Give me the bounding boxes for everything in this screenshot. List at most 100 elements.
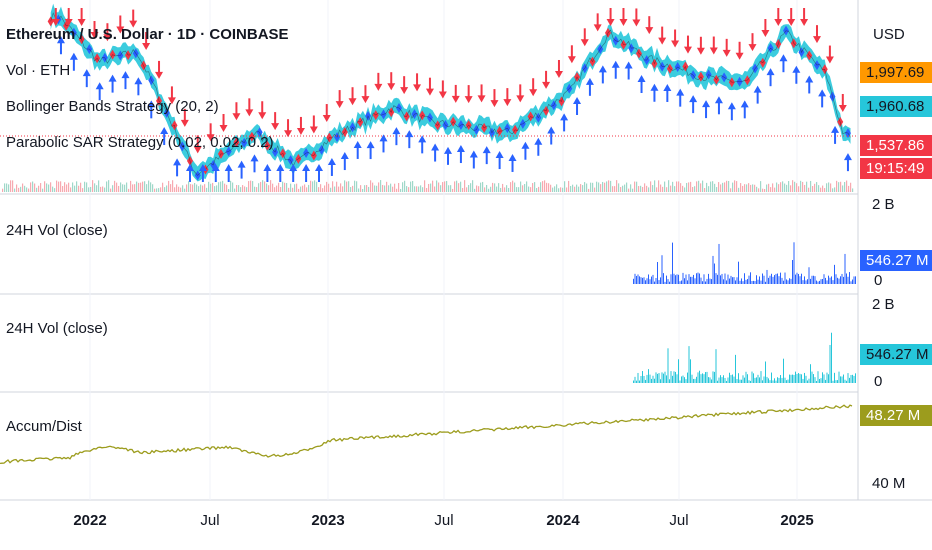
sell-arrow-head	[529, 89, 538, 97]
volume-bar	[464, 180, 466, 192]
vol-bar-cyan	[694, 378, 696, 383]
volume-bar	[644, 183, 646, 192]
volume-bar	[112, 185, 114, 192]
volume-bar	[124, 184, 126, 192]
volume-bar	[228, 188, 230, 192]
vol-bar-cyan	[757, 374, 759, 383]
vol-pane-2-last: 546.27 M	[860, 344, 932, 365]
vol-pane-1-last: 546.27 M	[860, 250, 932, 271]
volume-bar	[416, 186, 418, 192]
sell-arrow-head	[271, 123, 280, 131]
volume-bar	[744, 184, 746, 192]
vol-bar-cyan	[820, 378, 822, 383]
volume-bar	[244, 186, 246, 192]
vol-bar-cyan	[759, 377, 760, 383]
volume-bar	[466, 187, 468, 192]
volume-bar	[508, 187, 510, 192]
volume-bar	[94, 183, 96, 192]
indicator-bollinger[interactable]: Bollinger Bands Strategy (20, 2)	[6, 98, 219, 115]
sell-arrow-head	[658, 37, 667, 45]
vol-bar-cyan	[691, 374, 693, 383]
vol-bar-blue	[705, 281, 706, 284]
vol-bar-cyan	[847, 373, 849, 383]
vol-bar-blue	[657, 262, 658, 284]
volume-bar	[160, 187, 162, 192]
buy-arrow-head	[547, 126, 556, 134]
vol-bar-blue	[670, 274, 672, 284]
vol-bar-cyan	[678, 359, 679, 383]
vol-bar-cyan	[636, 380, 637, 383]
volume-bar	[336, 181, 338, 192]
vol-pane-2-title[interactable]: 24H Vol (close)	[6, 320, 108, 337]
vol-bar-blue	[804, 276, 805, 284]
volume-bar	[360, 185, 362, 192]
vol-bar-cyan	[778, 377, 780, 383]
volume-bar	[262, 180, 264, 192]
volume-bar	[408, 187, 410, 192]
time-label-2023: 2023	[311, 512, 345, 529]
vol-bar-blue	[763, 275, 765, 284]
volume-bar	[138, 182, 140, 192]
sell-arrow-head	[671, 40, 680, 48]
vol-bar-blue	[759, 276, 760, 284]
indicator-vol[interactable]: Vol · ETH	[6, 62, 71, 79]
vol-bar-cyan	[753, 373, 754, 383]
vol-bar-blue	[832, 280, 834, 284]
volume-bar	[782, 181, 784, 192]
vol-bar-blue	[703, 274, 705, 284]
vol-bar-blue	[687, 280, 688, 284]
ad-pane-title[interactable]: Accum/Dist	[6, 418, 82, 435]
vol-bar-cyan	[831, 332, 832, 383]
vol-bar-cyan	[681, 376, 682, 383]
volume-bar	[724, 182, 726, 192]
vol-bar-blue	[855, 276, 856, 284]
chart-title[interactable]: Ethereum / U.S. Dollar · 1D · COINBASE	[6, 26, 289, 43]
volume-bar	[708, 186, 710, 192]
vol-bar-cyan	[679, 380, 681, 383]
buy-arrow-head	[327, 157, 336, 165]
vol-bar-cyan	[741, 379, 742, 383]
vol-bar-blue	[666, 275, 667, 284]
volume-bar	[186, 184, 188, 192]
volume-bar	[122, 184, 124, 192]
volume-bar	[838, 182, 840, 192]
volume-bar	[382, 184, 384, 192]
volume-bar	[786, 184, 788, 192]
volume-bar	[172, 180, 174, 192]
vol-bar-blue	[850, 281, 852, 284]
volume-bar	[810, 180, 812, 192]
volume-bar	[372, 182, 374, 192]
indicator-psar[interactable]: Parabolic SAR Strategy (0.02, 0.02, 0.2)	[6, 134, 274, 151]
vol-pane-1-title[interactable]: 24H Vol (close)	[6, 222, 108, 239]
vol-bar-blue	[744, 273, 745, 284]
vol-bar-cyan	[682, 375, 684, 383]
volume-bar	[240, 187, 242, 192]
volume-bar	[646, 185, 648, 192]
vol-bar-cyan	[738, 373, 739, 383]
volume-bar	[14, 188, 16, 192]
vol-bar-blue	[672, 242, 673, 284]
vol-bar-cyan	[700, 374, 702, 383]
volume-bar	[676, 181, 678, 192]
sell-arrow-head	[348, 98, 357, 106]
volume-bar	[154, 188, 156, 192]
volume-bar	[328, 183, 330, 192]
vol-bar-blue	[697, 272, 699, 284]
vol-bar-blue	[748, 275, 750, 284]
volume-bar	[96, 185, 98, 192]
currency-label[interactable]: USD	[873, 26, 905, 43]
vol-bar-cyan	[850, 374, 852, 383]
buy-arrow-head	[650, 83, 659, 91]
volume-bar	[34, 183, 36, 192]
buy-arrow-head	[818, 89, 827, 97]
volume-bar	[524, 183, 526, 192]
volume-bar	[182, 185, 184, 192]
volume-bar	[8, 184, 10, 192]
sell-arrow-head	[838, 104, 847, 112]
vol-bar-blue	[762, 273, 763, 284]
volume-bar	[346, 181, 348, 192]
vol-bar-cyan	[825, 379, 826, 383]
vol-bar-cyan	[735, 354, 736, 383]
vol-bar-cyan	[651, 378, 652, 383]
vol-bar-blue	[678, 274, 679, 284]
